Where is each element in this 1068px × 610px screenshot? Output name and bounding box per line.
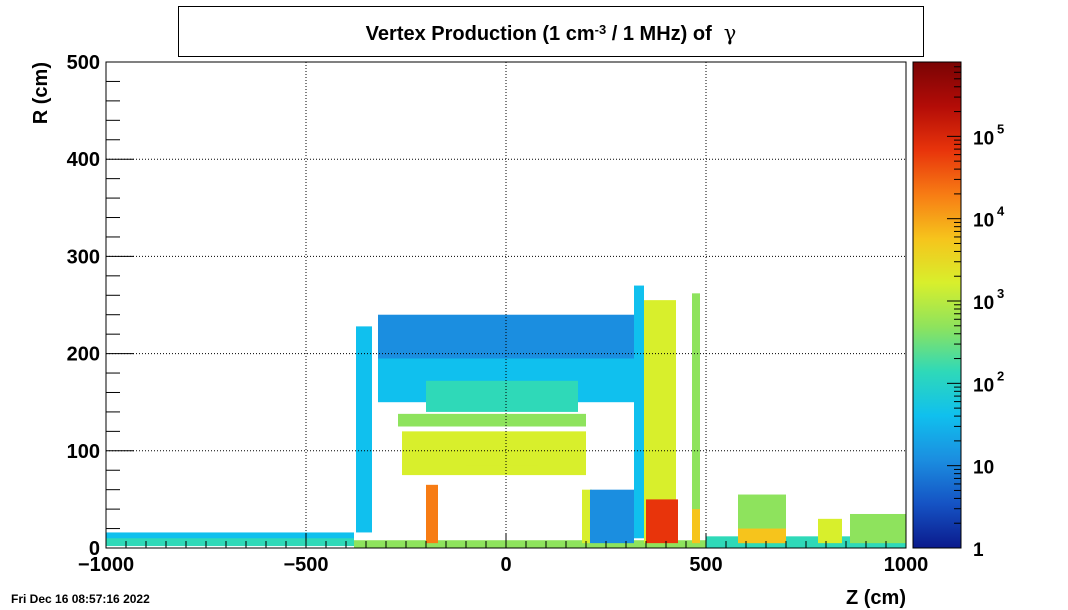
region-left-endcap-wall [356, 326, 372, 533]
region-beampipe-left-band [106, 536, 354, 547]
title-particle: γ [723, 21, 737, 45]
colorbar-tick-exponent: 2 [997, 368, 1004, 383]
x-tick-label: 0 [500, 554, 511, 576]
title-prefix: Vertex Production (1 cm [365, 23, 595, 45]
region-right-calo-edge [692, 293, 700, 544]
chart-title: Vertex Production (1 cm-3 / 1 MHz) of γ [179, 21, 923, 46]
y-tick-label: 100 [67, 441, 100, 463]
y-axis-label: R (cm) [30, 62, 52, 124]
colorbar-tick-label: 10 [973, 375, 994, 396]
y-tick-label: 500 [67, 52, 100, 74]
region-middle-bar [398, 413, 586, 427]
colorbar-tick-label: 10 [973, 128, 994, 149]
x-tick-label: 1000 [884, 554, 929, 576]
x-tick-label: −1000 [78, 554, 134, 576]
region-upper-ring [426, 380, 578, 412]
y-tick-label: 300 [67, 246, 100, 268]
region-support-structure [590, 489, 634, 544]
region-inner-left-block [426, 484, 438, 544]
title-suffix: / 1 MHz) of [606, 23, 712, 45]
region-dome-core [466, 441, 538, 466]
region-detector-block-c [850, 513, 906, 544]
region-right-calo-wall [634, 285, 644, 539]
colorbar-tick-label: 1 [973, 540, 984, 561]
colorbar-tick-exponent: 3 [997, 286, 1004, 301]
title-box: Vertex Production (1 cm-3 / 1 MHz) of γ [178, 6, 924, 57]
region-beampipe-left-upper [106, 532, 354, 539]
x-axis-label: Z (cm) [846, 587, 906, 609]
region-beampipe-center [354, 540, 706, 548]
region-inner-right-block [582, 489, 592, 544]
grid-lines [106, 62, 906, 548]
colorbar-tick-label: 10 [973, 458, 994, 479]
region-right-calo-edge-hot [692, 509, 700, 544]
title-exponent: -3 [594, 22, 607, 37]
colorbar-tick-label: 10 [973, 293, 994, 314]
colorbar-tick-exponent: 5 [997, 121, 1004, 136]
axes: −1000 −500 0 500 1000 0 100 200 300 400 500 [67, 52, 929, 576]
region-detector-block-b [818, 518, 842, 544]
x-tick-label: −500 [283, 554, 328, 576]
y-tick-label: 400 [67, 149, 100, 171]
y-tick-label: 0 [89, 538, 100, 560]
x-tick-label: 500 [689, 554, 722, 576]
region-right-calo-hot [646, 499, 678, 544]
region-detector-block-a-hot [738, 528, 786, 544]
colorbar-tick-exponent: 4 [997, 204, 1005, 219]
y-tick-label: 200 [67, 344, 100, 366]
footer-timestamp: Fri Dec 16 08:57:16 2022 [11, 592, 150, 606]
colorbar-gradient [913, 62, 961, 548]
colorbar-tick-label: 10 [973, 211, 994, 232]
